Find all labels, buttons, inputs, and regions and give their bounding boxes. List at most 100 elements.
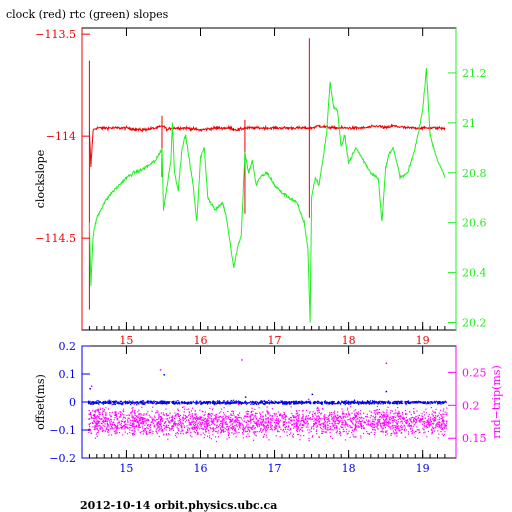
- point-rnd-trip: [221, 425, 223, 427]
- point-rnd-trip: [114, 416, 116, 419]
- outlier-rnd-trip-2: [307, 398, 310, 401]
- point-rnd-trip: [94, 417, 96, 419]
- point-rnd-trip: [345, 413, 347, 415]
- panel-1-xtick-label-16: 16: [193, 334, 207, 347]
- point-rnd-trip: [441, 415, 443, 417]
- point-rnd-trip: [284, 413, 286, 415]
- point-rnd-trip: [249, 417, 251, 419]
- point-offset: [187, 402, 189, 404]
- point-rnd-trip: [264, 426, 266, 428]
- point-rnd-trip: [437, 430, 439, 432]
- point-rnd-trip: [325, 428, 327, 430]
- point-offset: [426, 403, 428, 405]
- point-rnd-trip: [375, 409, 377, 411]
- point-rnd-trip: [439, 422, 441, 424]
- point-rnd-trip: [336, 419, 338, 421]
- point-rnd-trip: [93, 428, 95, 431]
- point-offset: [438, 400, 440, 403]
- point-offset: [161, 400, 163, 402]
- point-rnd-trip: [427, 415, 429, 417]
- point-rnd-trip: [289, 422, 291, 424]
- point-rnd-trip: [374, 418, 377, 420]
- point-offset: [96, 401, 98, 403]
- point-rnd-trip: [352, 429, 354, 431]
- point-rnd-trip: [239, 425, 241, 427]
- point-offset: [279, 402, 281, 404]
- point-rnd-trip: [333, 416, 335, 418]
- point-rnd-trip: [417, 417, 420, 419]
- point-rnd-trip: [250, 411, 253, 413]
- point-rnd-trip: [158, 414, 160, 416]
- point-rnd-trip: [156, 423, 158, 425]
- point-offset: [350, 402, 352, 404]
- point-offset: [370, 403, 372, 405]
- point-offset: [218, 402, 220, 404]
- point-rnd-trip: [360, 417, 362, 419]
- point-rnd-trip: [162, 420, 164, 422]
- point-rnd-trip: [339, 415, 341, 417]
- point-offset: [239, 403, 241, 405]
- point-rnd-trip: [233, 433, 235, 435]
- point-offset: [248, 402, 250, 404]
- point-rnd-trip: [179, 423, 181, 425]
- point-rnd-trip: [317, 406, 319, 408]
- point-rnd-trip: [336, 431, 338, 433]
- point-offset: [114, 403, 116, 406]
- point-offset: [281, 400, 283, 403]
- point-rnd-trip: [418, 432, 420, 434]
- point-rnd-trip: [427, 421, 429, 423]
- point-rnd-trip: [360, 437, 362, 439]
- point-rnd-trip: [416, 429, 418, 431]
- point-rnd-trip: [279, 436, 281, 438]
- point-rnd-trip: [321, 432, 324, 434]
- point-rnd-trip: [341, 408, 343, 410]
- point-rnd-trip: [116, 429, 118, 431]
- point-rnd-trip: [124, 420, 126, 422]
- point-rnd-trip: [308, 440, 310, 442]
- point-rnd-trip: [423, 424, 425, 426]
- point-rnd-trip: [115, 412, 117, 414]
- point-offset: [384, 401, 386, 403]
- point-rnd-trip: [96, 417, 98, 419]
- point-offset: [444, 400, 446, 403]
- point-offset: [171, 401, 173, 403]
- point-rnd-trip: [247, 410, 249, 412]
- point-rnd-trip: [198, 421, 201, 423]
- point-rnd-trip: [157, 411, 159, 413]
- point-rnd-trip: [115, 426, 117, 428]
- point-rnd-trip: [169, 421, 171, 423]
- point-rnd-trip: [213, 423, 215, 425]
- point-rnd-trip: [245, 435, 247, 438]
- point-rnd-trip: [296, 426, 298, 428]
- point-rnd-trip: [158, 413, 160, 415]
- point-rnd-trip: [252, 431, 254, 433]
- point-rnd-trip: [377, 411, 379, 414]
- point-offset: [415, 402, 417, 404]
- point-rnd-trip: [288, 425, 290, 427]
- point-rnd-trip: [255, 416, 257, 418]
- point-rnd-trip: [106, 421, 108, 423]
- point-rnd-trip: [197, 433, 199, 435]
- point-rnd-trip: [207, 415, 209, 418]
- point-rnd-trip: [95, 426, 97, 428]
- point-rnd-trip: [116, 417, 118, 420]
- point-rnd-trip: [431, 418, 434, 420]
- panel-2-left-axis-label: offset(ms): [34, 374, 47, 430]
- point-rnd-trip: [446, 420, 448, 422]
- point-rnd-trip: [296, 424, 298, 426]
- point-rnd-trip: [369, 417, 371, 419]
- point-rnd-trip: [263, 427, 265, 429]
- point-rnd-trip: [93, 419, 95, 421]
- point-rnd-trip: [380, 426, 382, 428]
- point-rnd-trip: [386, 430, 388, 432]
- point-rnd-trip: [362, 427, 365, 429]
- point-offset: [256, 403, 258, 405]
- point-offset: [293, 401, 295, 403]
- point-rnd-trip: [156, 418, 158, 421]
- point-rnd-trip: [129, 424, 132, 426]
- point-rnd-trip: [404, 436, 407, 438]
- point-offset: [146, 402, 148, 404]
- point-rnd-trip: [293, 426, 295, 428]
- point-offset: [287, 402, 289, 404]
- point-rnd-trip: [264, 421, 266, 423]
